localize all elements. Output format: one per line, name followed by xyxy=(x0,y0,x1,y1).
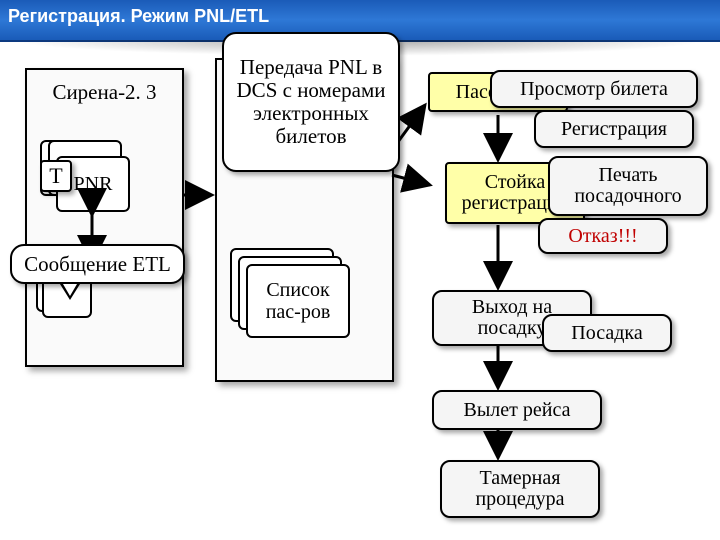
page-title: Регистрация. Режим PNL/ETL xyxy=(8,6,269,27)
callout-etl-tail xyxy=(60,284,80,300)
panel-sirena: Сирена-2. 3 xyxy=(25,68,184,367)
box-prosmotr: Просмотр билета xyxy=(490,70,698,108)
box-registracia: Регистрация xyxy=(534,110,694,148)
box-tamer: Тамерная процедура xyxy=(440,460,600,518)
box-posadka: Посадка xyxy=(542,314,672,352)
spisok-stack: Список пас-ров xyxy=(230,248,360,338)
panel-sirena-label: Сирена-2. 3 xyxy=(27,80,182,105)
callout-etl: Сообщение ETL xyxy=(10,244,185,284)
spisok-label: Список пас-ров xyxy=(246,264,350,338)
box-vylet: Вылет рейса xyxy=(432,390,602,430)
box-pechat: Печать посадочного xyxy=(548,156,708,216)
callout-peredacha: Передача PNL в DCS с номерами электронны… xyxy=(222,32,400,172)
t-box: T xyxy=(40,160,72,192)
box-otkaz: Отказ!!! xyxy=(538,218,668,254)
